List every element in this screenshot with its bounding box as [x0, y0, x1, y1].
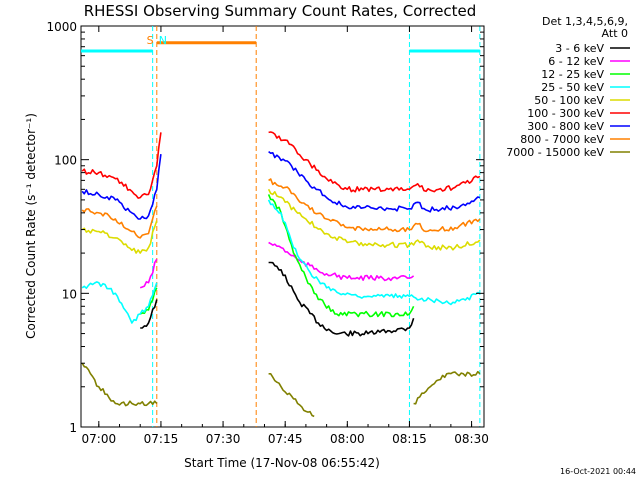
legend-label-8: 7000 - 15000 keV — [506, 146, 604, 159]
x-tick-label: 07:00 — [82, 432, 117, 446]
x-tick-label: 07:45 — [268, 432, 303, 446]
data-series — [81, 131, 481, 418]
series-line-4 — [81, 188, 481, 254]
x-tick-label: 07:30 — [206, 432, 241, 446]
vertical-markers — [152, 26, 481, 427]
y-tick-label: 10 — [62, 287, 77, 301]
legend-label-4: 50 - 100 keV — [534, 94, 604, 107]
legend-header-attenuator: Att 0 — [602, 27, 628, 40]
series-line-2 — [139, 194, 415, 318]
series-line-8 — [81, 362, 481, 418]
x-axis-label: Start Time (17-Nov-08 06:55:42) — [184, 456, 380, 470]
footer-timestamp: 16-Oct-2021 00:44 — [560, 467, 636, 476]
x-tick-label: 08:30 — [454, 432, 489, 446]
y-tick-label: 1 — [69, 421, 77, 435]
x-tick-label: 07:15 — [144, 432, 179, 446]
series-line-0 — [140, 261, 415, 337]
annotation-n: N — [159, 34, 167, 47]
annotation-s: S — [147, 34, 154, 47]
y-axis-label-group: Corrected Count Rate (s⁻¹ detector⁻¹) — [24, 113, 38, 339]
series-line-7 — [81, 178, 481, 239]
legend-label-7: 800 - 7000 keV — [520, 133, 604, 146]
legend-header-detectors: Det 1,3,4,5,6,9, — [542, 15, 628, 28]
legend-label-0: 3 - 6 keV — [555, 42, 604, 55]
series-line-3 — [81, 199, 481, 324]
x-tick-label: 08:00 — [330, 432, 365, 446]
legend-label-5: 100 - 300 keV — [527, 107, 604, 120]
y-axis-label: Corrected Count Rate (s⁻¹ detector⁻¹) — [24, 113, 38, 339]
legend-label-3: 25 - 50 keV — [541, 81, 604, 94]
legend-label-6: 300 - 800 keV — [527, 120, 604, 133]
legend-label-1: 6 - 12 keV — [548, 55, 604, 68]
series-line-5 — [81, 131, 481, 199]
x-tick-label: 08:15 — [392, 432, 427, 446]
series-line-1 — [139, 241, 415, 289]
legend-label-2: 12 - 25 keV — [541, 68, 604, 81]
y-tick-label: 1000 — [46, 20, 77, 34]
chart-title: RHESSI Observing Summary Count Rates, Co… — [84, 2, 477, 20]
series-line-6 — [81, 150, 481, 220]
time-spans — [81, 41, 480, 53]
axis-ticks: 07:00 07:15 07:30 07:45 08:00 08:15 08:30 1 10 10… — [46, 20, 488, 446]
plot-frame — [80, 25, 485, 428]
y-tick-label: 100 — [54, 154, 77, 168]
